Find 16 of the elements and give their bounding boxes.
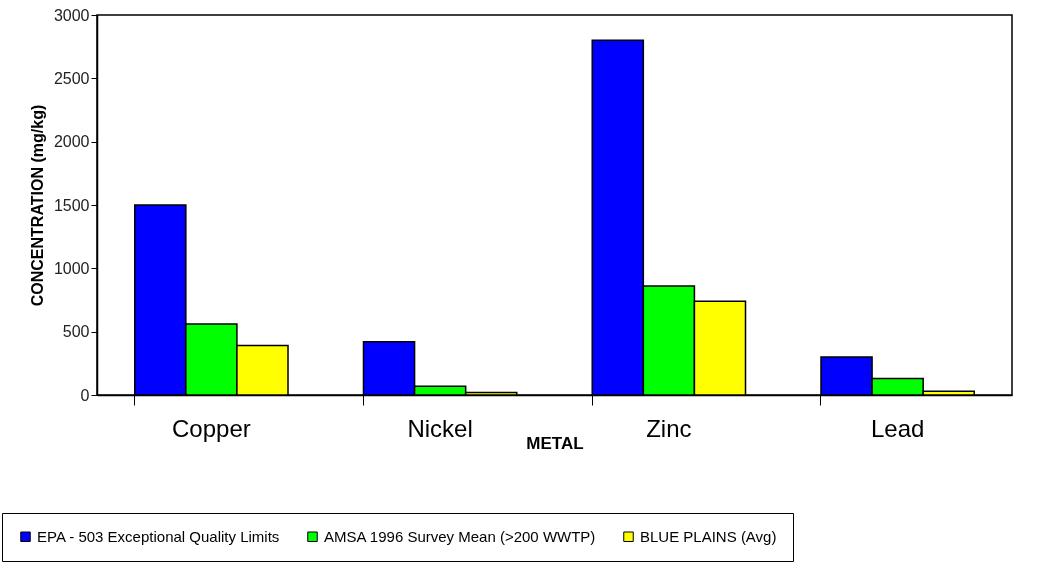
y-tick-label: 1000 — [53, 259, 90, 277]
y-tick-label: 3000 — [53, 6, 90, 24]
x-tick-label: Nickel — [407, 414, 473, 442]
x-tick-label: Copper — [172, 414, 251, 442]
y-tick-label: 2000 — [53, 133, 90, 151]
y-tick-label: 500 — [62, 323, 90, 341]
x-tick-label: Lead — [870, 414, 925, 442]
y-tick-label: 0 — [80, 386, 90, 404]
y-tick-label: 1500 — [53, 196, 90, 214]
y-axis-title: CONCENTRATION (mg/kg) — [28, 104, 46, 307]
legend-label: AMSA 1996 Survey Mean (>200 WWTP) — [324, 527, 596, 545]
x-axis-title: METAL — [526, 433, 584, 453]
x-tick-label: Zinc — [646, 414, 692, 442]
legend-label: EPA - 503 Exceptional Quality Limits — [37, 527, 280, 545]
y-tick-label: 2500 — [53, 69, 90, 87]
legend-label: BLUE PLAINS (Avg) — [640, 527, 777, 545]
